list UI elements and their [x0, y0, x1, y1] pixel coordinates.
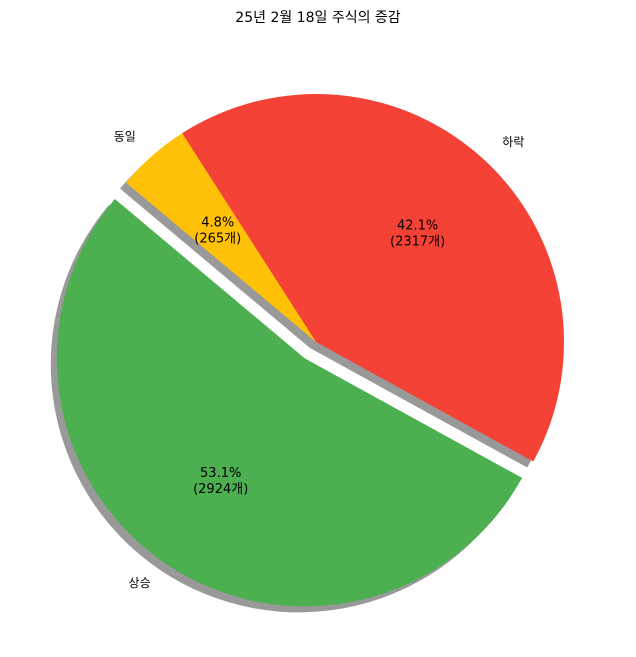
value-label: 42.1% (2317개)	[390, 218, 445, 249]
category-label: 상승	[129, 576, 151, 590]
wedge	[56, 198, 523, 607]
wedge	[126, 133, 316, 342]
category-label: 하락	[502, 135, 524, 149]
chart-title: 25년 2월 18일 주식의 증감	[235, 10, 400, 26]
value-label: 4.8% (265개)	[194, 215, 241, 246]
wedge	[182, 94, 564, 462]
value-label: 53.1% (2924개)	[193, 466, 248, 497]
category-label: 동일	[114, 130, 136, 144]
